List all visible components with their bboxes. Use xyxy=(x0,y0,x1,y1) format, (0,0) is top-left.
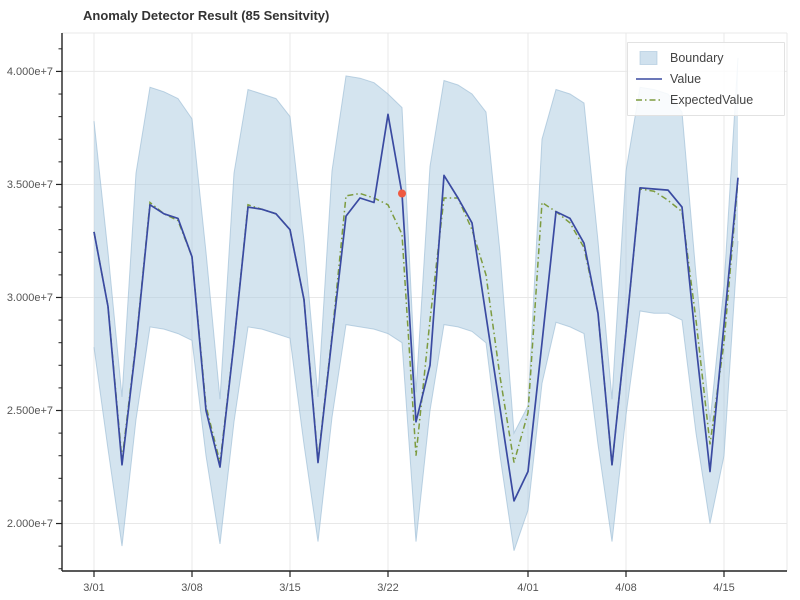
expectedvalue-swatch-icon xyxy=(636,99,662,101)
y-tick-label: 3.000e+7 xyxy=(7,292,53,304)
legend: Boundary Value ExpectedValue xyxy=(627,42,785,116)
legend-label: Value xyxy=(670,72,702,86)
boundary-swatch-icon xyxy=(639,51,658,65)
boundary-lower-edge xyxy=(93,240,739,551)
y-tick-label: 2.000e+7 xyxy=(7,518,53,530)
y-tick-label: 4.000e+7 xyxy=(7,66,53,78)
x-tick-label: 3/22 xyxy=(377,582,398,594)
x-tick-label: 3/08 xyxy=(181,582,202,594)
legend-item-expectedvalue[interactable]: ExpectedValue xyxy=(636,92,776,108)
x-tick-label: 4/08 xyxy=(615,582,636,594)
x-tick-label: 4/15 xyxy=(713,582,734,594)
value-swatch-icon xyxy=(636,78,662,80)
boundary-upper-edge xyxy=(93,57,739,435)
x-tick-label: 3/15 xyxy=(279,582,300,594)
x-tick-label: 4/01 xyxy=(517,582,538,594)
y-tick-label: 2.500e+7 xyxy=(7,405,53,417)
legend-item-boundary[interactable]: Boundary xyxy=(636,50,776,66)
x-tick-label: 3/01 xyxy=(83,582,104,594)
value-line xyxy=(93,113,739,502)
legend-label: ExpectedValue xyxy=(670,93,754,107)
legend-label: Boundary xyxy=(670,51,724,65)
chart-title: Anomaly Detector Result (85 Sensitvity) xyxy=(83,8,330,23)
anomaly-marker xyxy=(398,189,406,198)
y-tick-label: 3.500e+7 xyxy=(7,179,53,191)
boundary-area xyxy=(94,57,738,551)
legend-item-value[interactable]: Value xyxy=(636,71,776,87)
